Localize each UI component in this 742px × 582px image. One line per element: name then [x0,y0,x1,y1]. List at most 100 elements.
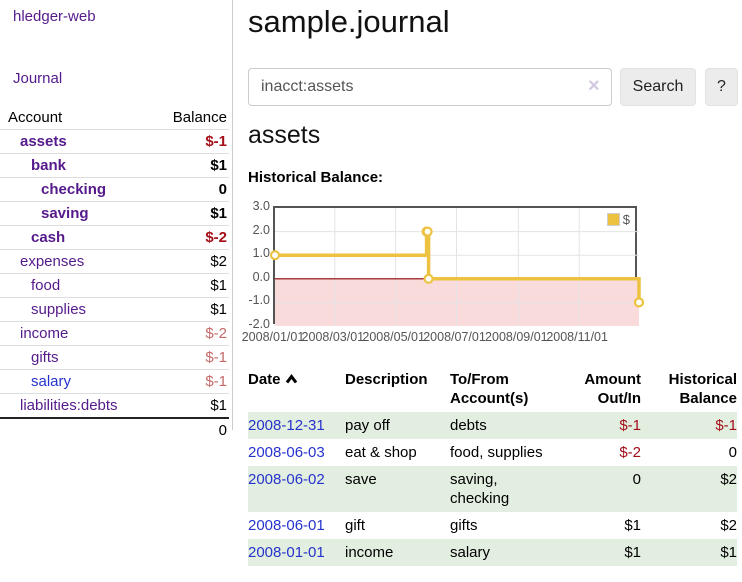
balance-header-line2: Balance [641,389,737,408]
account-balance: $1 [155,274,229,298]
account-link-assets[interactable]: assets [20,133,67,150]
account-balance: $1 [155,154,229,178]
account-row-saving: saving $1 [0,202,229,226]
column-header-balance[interactable]: Historical Balance [641,366,737,412]
transaction-date-link[interactable]: 2008-12-31 [248,417,325,434]
column-header-amount[interactable]: Amount Out/In [572,366,641,412]
y-tick-label: 0.0 [244,270,270,284]
transaction-description: gift [345,512,450,539]
transaction-balance: 0 [641,439,737,466]
account-balance: $-2 [155,226,229,250]
accounts-total-value: 0 [155,418,229,442]
account-balance: $-1 [155,346,229,370]
transaction-accounts: salary [450,539,572,566]
transaction-date-link[interactable]: 2008-06-03 [248,444,325,461]
transaction-date-link[interactable]: 2008-06-02 [248,471,325,488]
brand-link[interactable]: hledger-web [13,8,96,25]
account-link-gifts[interactable]: gifts [31,349,59,366]
transaction-balance: $1 [641,539,737,566]
account-link-supplies[interactable]: supplies [31,301,86,318]
account-row-bank: bank $1 [0,154,229,178]
transaction-description: income [345,539,450,566]
account-row-salary: salary $-1 [0,370,229,394]
transaction-description: save [345,466,450,512]
y-tick-label: 3.0 [244,199,270,213]
help-button[interactable]: ? [705,68,738,106]
chart-plot-area: $ [273,206,637,324]
accounts-table-header: Account Balance [0,106,229,130]
account-balance: $-1 [155,130,229,154]
chart-canvas [275,208,639,326]
transaction-row[interactable]: 2008-01-01 income salary $1 $1 [248,539,737,566]
transaction-accounts: saving, checking [450,466,572,512]
account-row-cash: cash $-2 [0,226,229,250]
transaction-row[interactable]: 2008-06-02 save saving, checking 0 $2 [248,466,737,512]
account-balance: $-1 [155,370,229,394]
historical-balance-chart: $ 3.02.01.00.0-1.0-2.0 2008/01/012008/03… [248,196,737,346]
transaction-amount: $1 [572,512,641,539]
account-link-saving[interactable]: saving [41,205,89,222]
account-row-liabilities-debts: liabilities:debts $1 [0,394,229,419]
legend-label: $ [623,212,630,227]
chart-legend: $ [607,212,630,227]
column-header-description[interactable]: Description [345,366,450,412]
accounts-header-line2: Account(s) [450,389,556,408]
transaction-date-link[interactable]: 2008-01-01 [248,544,325,561]
transaction-amount: 0 [572,466,641,512]
account-link-bank[interactable]: bank [31,157,66,174]
main-content: sample.journal × Search ? assets Histori… [248,0,737,582]
register-table: Date Description To/From Account(s) Amou… [248,366,737,566]
amount-header-line2: Out/In [572,389,641,408]
search-input[interactable] [248,68,612,106]
y-tick-label: 1.0 [244,246,270,260]
y-tick-label: 2.0 [244,223,270,237]
account-heading: assets [248,121,320,150]
account-row-gifts: gifts $-1 [0,346,229,370]
sidebar-item-journal[interactable]: Journal [13,70,62,87]
transaction-amount: $-2 [572,439,641,466]
transaction-amount: $-1 [572,412,641,439]
clear-search-icon[interactable]: × [588,76,600,96]
transaction-row[interactable]: 2008-12-31 pay off debts $-1 $-1 [248,412,737,439]
column-header-accounts[interactable]: To/From Account(s) [450,366,572,412]
accounts-header-balance: Balance [155,106,229,130]
transaction-balance: $2 [641,466,737,512]
sidebar: hledger-web Journal Account Balance asse… [0,0,233,430]
date-header-label: Date [248,371,281,388]
account-link-expenses[interactable]: expenses [20,253,84,270]
account-balance: 0 [155,178,229,202]
account-row-food: food $1 [0,274,229,298]
column-header-date[interactable]: Date [248,366,345,412]
transaction-description: eat & shop [345,439,450,466]
account-link-food[interactable]: food [31,277,60,294]
account-balance: $1 [155,298,229,322]
account-balance: $1 [155,202,229,226]
account-balance: $2 [155,250,229,274]
transaction-date-link[interactable]: 2008-06-01 [248,517,325,534]
accounts-total-row: 0 [0,418,229,442]
account-link-cash[interactable]: cash [31,229,65,246]
transaction-row[interactable]: 2008-06-03 eat & shop food, supplies $-2… [248,439,737,466]
chart-title: Historical Balance: [248,169,383,186]
account-row-supplies: supplies $1 [0,298,229,322]
transaction-description: pay off [345,412,450,439]
amount-header-line1: Amount [572,370,641,389]
account-row-expenses: expenses $2 [0,250,229,274]
accounts-header-account: Account [0,106,155,130]
register-header-row: Date Description To/From Account(s) Amou… [248,366,737,412]
account-link-salary[interactable]: salary [31,373,71,390]
search-button[interactable]: Search [620,68,696,106]
account-link-income[interactable]: income [20,325,68,342]
transaction-row[interactable]: 2008-06-01 gift gifts $1 $2 [248,512,737,539]
search-form: × Search ? [248,68,737,106]
transaction-amount: $1 [572,539,641,566]
account-row-checking: checking 0 [0,178,229,202]
transaction-accounts: gifts [450,512,572,539]
account-link-liabilities-debts[interactable]: liabilities:debts [20,397,118,414]
accounts-header-line1: To/From [450,370,556,389]
transaction-balance: $-1 [641,412,737,439]
account-balance: $-2 [155,322,229,346]
account-link-checking[interactable]: checking [41,181,106,198]
sort-ascending-icon [285,371,298,390]
page-title: sample.journal [248,4,450,40]
